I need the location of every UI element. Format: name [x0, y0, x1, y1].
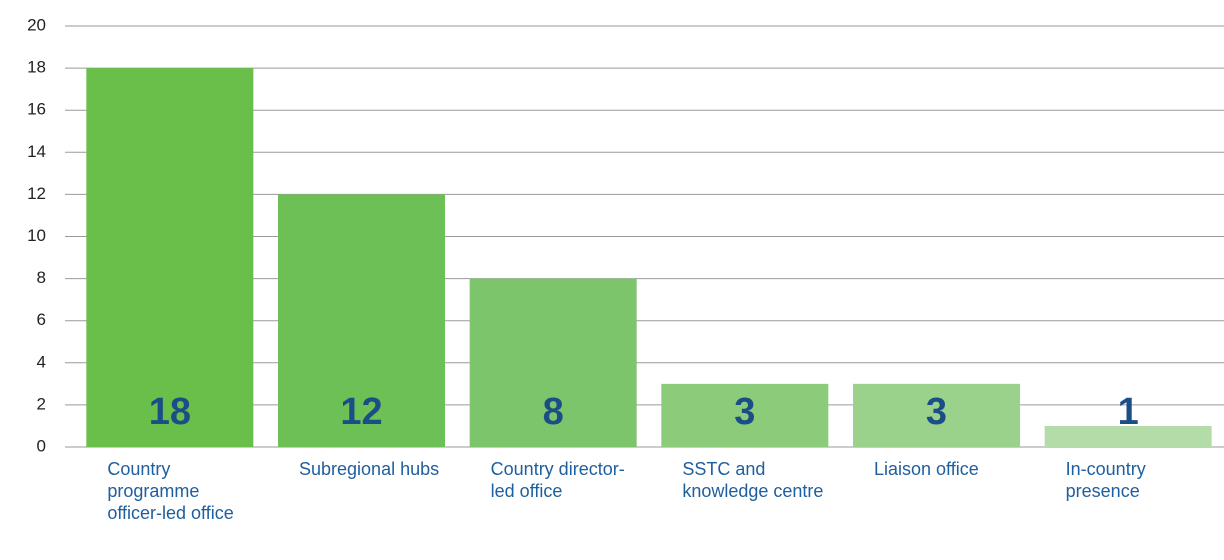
bar [86, 68, 254, 447]
x-tick-label: In-country presence [1065, 459, 1146, 501]
data-label: 18 [149, 391, 191, 433]
x-tick-label: Subregional hubs [299, 459, 440, 479]
y-tick-label: 8 [37, 268, 46, 287]
bar [278, 194, 445, 447]
bar [661, 383, 829, 447]
data-label: 12 [340, 391, 382, 433]
y-tick-label: 18 [27, 58, 46, 77]
data-label: 3 [734, 391, 755, 433]
y-tick-label: 6 [37, 310, 46, 329]
y-tick-label: 2 [37, 394, 46, 413]
x-tick-label: Country programme officer-led office [107, 459, 234, 523]
bar [469, 278, 637, 447]
x-tick-label: Liaison office [874, 459, 979, 479]
y-tick-label: 4 [37, 352, 46, 371]
y-tick-label: 10 [27, 226, 46, 245]
data-label: 8 [543, 391, 564, 433]
y-tick-label: 16 [27, 100, 46, 119]
bar [1044, 425, 1212, 447]
bar [853, 383, 1020, 447]
data-label: 1 [1118, 391, 1139, 433]
y-tick-label: 12 [27, 184, 46, 203]
x-tick-label: Country director-led office [490, 459, 625, 501]
y-tick-label: 0 [37, 436, 46, 455]
y-tick-label: 14 [27, 142, 46, 161]
y-tick-label: 20 [27, 15, 46, 34]
data-label: 3 [926, 391, 947, 433]
x-tick-label: SSTC and knowledge centre [682, 459, 824, 501]
